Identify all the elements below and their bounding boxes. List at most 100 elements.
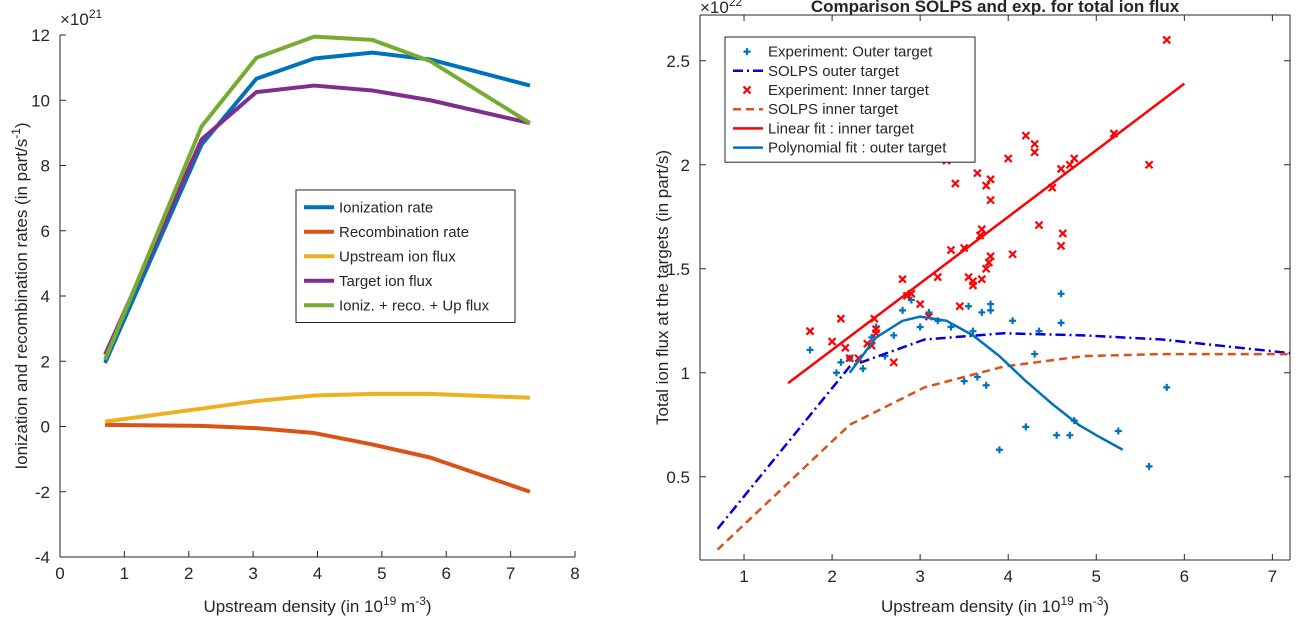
y-axis-label-part: ) (12, 122, 31, 128)
y-tick-label: 12 (31, 26, 50, 45)
series-line (716, 332, 1290, 530)
data-point (1057, 290, 1065, 298)
y-multiplier-part: ×10 (700, 0, 729, 17)
y-tick-label: 1 (681, 364, 690, 383)
x-tick-label: 3 (915, 567, 924, 586)
series-line (103, 83, 531, 356)
data-point (898, 274, 907, 284)
legend-marker (743, 48, 751, 56)
y-tick-label: 2 (681, 156, 690, 175)
data-point (1057, 319, 1065, 327)
data-point (889, 358, 899, 367)
y-axis-label-part: Total ion flux at the targets (in part/s… (653, 150, 672, 425)
data-point (925, 308, 933, 316)
y-tick-label: 6 (41, 222, 50, 241)
y-tick-label: 4 (41, 287, 50, 306)
y-tick-label: -2 (35, 483, 50, 502)
y-tick-label: 10 (31, 91, 50, 110)
legend-box (724, 36, 976, 163)
x-tick-label: 6 (1180, 567, 1189, 586)
data-point (986, 252, 995, 261)
legend-label: Linear fit : inner target (768, 120, 915, 137)
x-axis-label-part: m (396, 597, 415, 616)
legend-label: SOLPS inner target (768, 101, 899, 118)
data-point (981, 181, 991, 190)
data-point (907, 296, 915, 304)
data-point (969, 327, 977, 335)
data-point (1003, 154, 1013, 163)
x-tick-label: 6 (442, 564, 451, 583)
x-tick-label: 2 (827, 567, 836, 586)
y-multiplier-part: ×10 (60, 10, 89, 29)
data-point (947, 323, 955, 331)
data-point (977, 224, 987, 234)
legend-label: Experiment: Outer target (768, 44, 933, 61)
x-axis-label-sup: 19 (383, 594, 397, 608)
legend-marker (742, 85, 752, 95)
x-tick-label: 2 (184, 564, 193, 583)
plot-area (103, 34, 531, 494)
data-point (986, 195, 995, 205)
data-point (1053, 431, 1061, 439)
y-axis-label-part: Ionization and recombination rates (in p… (12, 139, 31, 470)
x-axis-label-sup: 19 (1060, 594, 1074, 608)
data-point (805, 326, 815, 336)
series-line (105, 422, 531, 494)
data-point (902, 291, 912, 301)
x-tick-label: 5 (377, 564, 386, 583)
x-axis-label-part: m (1074, 597, 1093, 616)
data-point (1022, 423, 1030, 431)
y-tick-label: 1.5 (666, 260, 690, 279)
data-point (899, 306, 907, 314)
data-point (965, 302, 973, 310)
data-point (1144, 160, 1154, 170)
legend-label: SOLPS outer target (768, 63, 900, 80)
data-point (1056, 164, 1066, 174)
data-point (995, 446, 1003, 454)
data-point (1066, 431, 1074, 439)
x-axis-label-sup: -3 (415, 594, 426, 608)
data-point (986, 175, 995, 184)
data-point (1163, 383, 1171, 391)
data-point (868, 333, 876, 341)
y-multiplier-sup: 21 (89, 7, 103, 21)
legend-label: Ionization rate (339, 199, 433, 216)
chart-title: Comparison SOLPS and exp. for total ion … (811, 0, 1180, 16)
data-point (968, 281, 978, 290)
data-point (832, 369, 840, 377)
y-tick-label: 0 (41, 418, 50, 437)
x-axis-label-sup: -3 (1093, 594, 1104, 608)
data-point (1009, 317, 1017, 325)
x-tick-label: 5 (1092, 567, 1101, 586)
y-multiplier: ×1021 (60, 7, 103, 29)
data-point (1145, 462, 1153, 470)
data-point (984, 258, 994, 267)
y-tick-label: -4 (35, 548, 50, 567)
x-tick-label: 4 (1003, 567, 1012, 586)
legend-label: Polynomial fit : outer target (768, 140, 947, 157)
y-axis-label-sup: -1 (9, 128, 23, 139)
data-point (837, 358, 845, 366)
legend-label: Ioniz. + reco. + Up flux (339, 297, 490, 314)
legend-label: Experiment: Inner target (768, 82, 930, 99)
series-line (787, 82, 1186, 385)
data-point (973, 168, 982, 178)
x-tick-label: 4 (313, 564, 322, 583)
plot-area (716, 35, 1290, 551)
y-multiplier: ×1022 (700, 0, 743, 17)
data-point (955, 301, 965, 311)
data-point (1114, 427, 1122, 435)
series-line (103, 34, 531, 361)
legend-label: Target ion flux (339, 273, 433, 290)
data-point (1069, 154, 1079, 163)
x-axis-label: Upstream density (in 1019 m-3) (881, 594, 1109, 616)
data-point (806, 346, 814, 354)
y-tick-label: 0.5 (666, 468, 690, 487)
data-point (987, 306, 995, 314)
data-point (836, 314, 846, 323)
data-point (1030, 139, 1039, 149)
data-point (890, 331, 898, 339)
data-point (978, 308, 986, 316)
x-axis-label: Upstream density (in 1019 m-3) (203, 594, 431, 616)
